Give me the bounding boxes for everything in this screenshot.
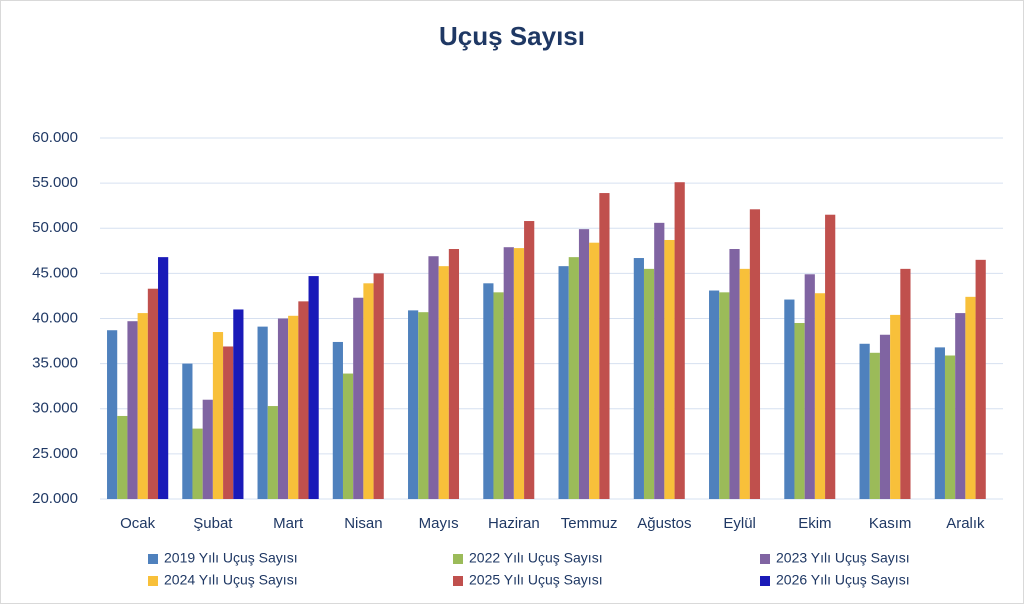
bar [233, 309, 244, 499]
legend-swatch [453, 576, 463, 586]
bar [814, 293, 826, 499]
bar [342, 373, 354, 499]
bar [513, 248, 525, 499]
bar [428, 256, 439, 499]
bar [589, 242, 600, 499]
bar [117, 415, 128, 499]
bar [483, 283, 494, 499]
x-tick-label: Şubat [193, 515, 233, 532]
bar [202, 399, 213, 499]
bar [212, 332, 224, 499]
bar [794, 323, 805, 499]
bar [654, 222, 665, 499]
bar [674, 182, 685, 499]
bar [373, 273, 384, 499]
bar [267, 406, 278, 499]
bar [643, 268, 655, 499]
bar [107, 330, 118, 499]
legend-label: 2023 Yılı Uçuş Sayısı [776, 550, 910, 566]
bar [719, 292, 730, 499]
x-tick-label: Ocak [120, 515, 156, 532]
y-tick-label: 40.000 [32, 309, 78, 326]
bar [890, 314, 901, 499]
bar [363, 283, 374, 499]
bar [955, 313, 966, 499]
bar [879, 334, 891, 499]
bar [353, 297, 364, 499]
bar [784, 299, 795, 499]
legend-swatch [148, 576, 158, 586]
bar [804, 274, 815, 499]
bar [599, 193, 610, 500]
legend-label: 2025 Yılı Uçuş Sayısı [469, 572, 603, 588]
bar [859, 343, 870, 499]
x-tick-label: Eylül [723, 515, 756, 532]
bar [558, 266, 569, 499]
bar [448, 249, 460, 499]
x-tick-label: Ekim [798, 515, 831, 532]
x-tick-label: Kasım [869, 515, 912, 532]
bar [568, 257, 579, 499]
bar [182, 363, 193, 499]
bar [503, 247, 514, 499]
bar [825, 214, 836, 499]
bar [934, 347, 945, 499]
bar [749, 209, 761, 500]
y-tick-label: 35.000 [32, 355, 78, 372]
bar [965, 296, 976, 499]
x-tick-label: Aralık [946, 515, 985, 532]
legend-label: 2026 Yılı Uçuş Sayısı [776, 572, 910, 588]
bar [418, 312, 429, 499]
bar [147, 288, 159, 499]
x-tick-label: Mart [273, 515, 304, 532]
legend-swatch [148, 554, 158, 564]
chart-title: Uçuş Sayısı [439, 21, 585, 51]
y-tick-label: 30.000 [32, 400, 78, 417]
bar [869, 352, 880, 499]
bar [288, 315, 299, 499]
legend-swatch [760, 576, 770, 586]
bar [438, 266, 449, 499]
y-tick-label: 50.000 [32, 219, 78, 236]
y-tick-label: 45.000 [32, 264, 78, 281]
bar [158, 257, 169, 499]
bar [664, 239, 675, 500]
bar [127, 321, 138, 499]
x-tick-label: Haziran [488, 515, 540, 532]
bar [298, 301, 309, 499]
legend-swatch [760, 554, 770, 564]
legend-label: 2022 Yılı Uçuş Sayısı [469, 550, 603, 566]
x-tick-label: Temmuz [561, 515, 618, 532]
bar [729, 249, 740, 499]
bar [578, 229, 590, 499]
bar [975, 259, 986, 499]
legend-label: 2019 Yılı Uçuş Sayısı [164, 550, 298, 566]
bar [524, 221, 535, 499]
bar [332, 341, 343, 499]
bar [308, 276, 319, 499]
x-tick-label: Ağustos [637, 515, 691, 532]
x-tick-label: Nisan [344, 515, 382, 532]
bar [223, 346, 234, 499]
y-tick-label: 60.000 [32, 129, 78, 146]
bar [277, 318, 289, 499]
bar [137, 313, 148, 499]
bar [408, 310, 419, 499]
bar [944, 355, 956, 499]
bar [739, 268, 750, 499]
bar [493, 292, 504, 499]
bar [900, 268, 911, 499]
y-tick-label: 25.000 [32, 445, 78, 462]
bar [709, 290, 720, 499]
x-tick-label: Mayıs [419, 515, 459, 532]
y-tick-label: 55.000 [32, 174, 78, 191]
legend-label: 2024 Yılı Uçuş Sayısı [164, 572, 298, 588]
legend-swatch [453, 554, 463, 564]
y-tick-label: 20.000 [32, 490, 78, 507]
bar [633, 258, 644, 499]
bar [257, 326, 268, 499]
bar [192, 428, 203, 499]
